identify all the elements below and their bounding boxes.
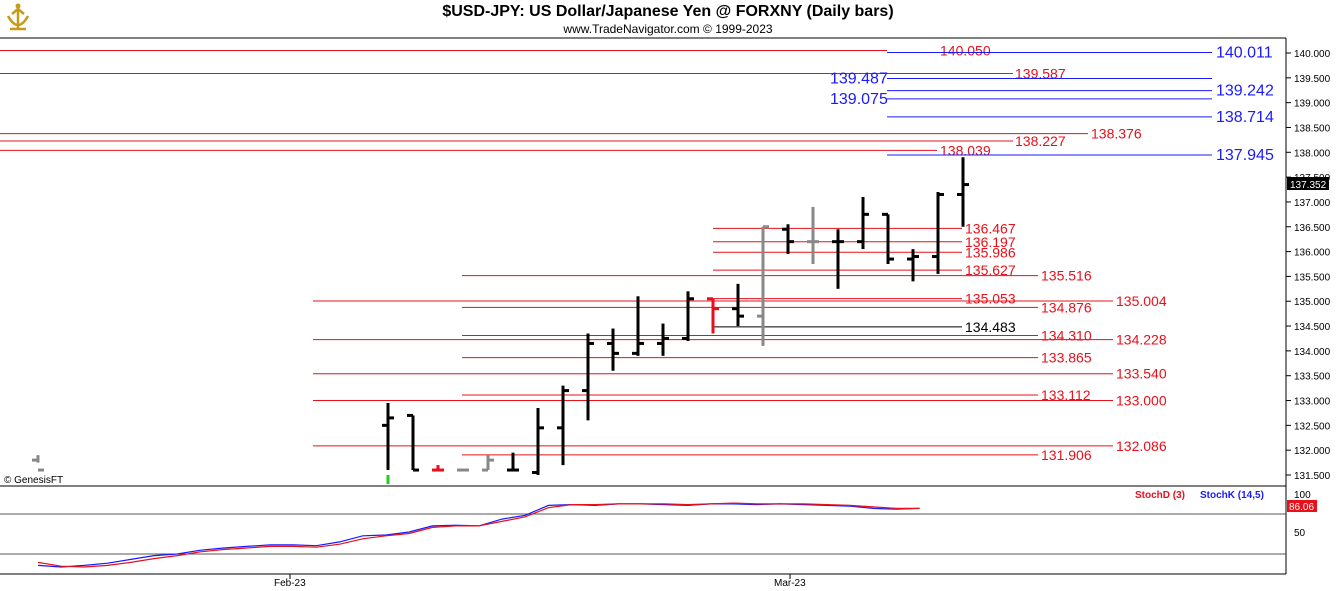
level-label: 140.050	[940, 43, 991, 59]
last-price-label: 137.352	[1290, 180, 1327, 191]
price-tick-label: 136.500	[1294, 223, 1331, 234]
price-tick-label: 133.000	[1294, 397, 1331, 408]
legend-stochk: StochK (14,5)	[1200, 490, 1264, 501]
price-tick-label: 139.000	[1294, 99, 1331, 110]
level-label: 138.714	[1216, 109, 1274, 126]
price-tick-label: 131.500	[1294, 471, 1331, 482]
legend-stochd: StochD (3)	[1135, 490, 1185, 501]
level-label: 134.228	[1116, 332, 1167, 348]
level-label: 139.487	[830, 70, 888, 87]
genesis-copyright: © GenesisFT	[4, 475, 63, 486]
stoch-last-value-label: 86.06	[1289, 502, 1314, 513]
level-label: 133.000	[1116, 393, 1167, 409]
price-tick-label: 132.000	[1294, 446, 1331, 457]
level-label: 135.627	[965, 262, 1016, 278]
price-tick-label: 134.000	[1294, 347, 1331, 358]
level-label: 139.075	[830, 91, 888, 108]
trade-navigator-logo	[2, 2, 34, 34]
price-tick-label: 137.000	[1294, 198, 1331, 209]
level-label: 136.197	[965, 234, 1016, 250]
price-tick-label: 139.500	[1294, 74, 1331, 85]
level-label: 138.039	[940, 142, 991, 158]
price-tick-label: 132.500	[1294, 421, 1331, 432]
chart-title: $USD-JPY: US Dollar/Japanese Yen @ FORXN…	[442, 3, 894, 20]
date-tick-label: Feb-23	[274, 578, 306, 589]
level-label: 135.004	[1116, 293, 1167, 309]
level-label: 133.540	[1116, 366, 1167, 382]
price-tick-label: 134.500	[1294, 322, 1331, 333]
level-label: 134.876	[1041, 299, 1092, 315]
level-label: 133.865	[1041, 350, 1092, 366]
level-label: 138.227	[1015, 133, 1066, 149]
stoch-last-value-tag	[1287, 500, 1317, 512]
level-label: 139.242	[1216, 83, 1274, 100]
price-tick-label: 136.000	[1294, 248, 1331, 259]
level-label: 140.011	[1216, 44, 1273, 61]
level-label: 133.112	[1041, 387, 1091, 403]
stoch-tick-label: 50	[1294, 528, 1306, 539]
level-label: 131.906	[1041, 447, 1092, 463]
level-label: 134.483	[965, 319, 1016, 335]
level-label: 135.053	[965, 291, 1016, 307]
level-label: 139.587	[1015, 66, 1066, 82]
level-label: 135.516	[1041, 268, 1092, 284]
stoch-line	[37, 503, 920, 568]
price-tick-label: 138.000	[1294, 148, 1331, 159]
stoch-line	[37, 502, 920, 568]
price-tick-label: 138.500	[1294, 123, 1331, 134]
stoch-tick-label: 100	[1294, 490, 1311, 501]
price-tick-label: 135.500	[1294, 272, 1331, 283]
price-tick-label: 135.000	[1294, 297, 1331, 308]
level-label: 135.986	[965, 244, 1016, 260]
level-label: 136.467	[965, 220, 1016, 236]
last-price-tag	[1287, 177, 1329, 190]
price-tick-label: 133.500	[1294, 372, 1331, 383]
level-label: 132.086	[1116, 438, 1167, 454]
price-tick-label: 140.000	[1294, 49, 1331, 60]
chart-subtitle: www.TradeNavigator.com © 1999-2023	[563, 22, 773, 36]
level-label: 138.376	[1091, 126, 1142, 142]
level-label: 137.945	[1216, 147, 1274, 164]
date-tick-label: Mar-23	[774, 578, 806, 589]
level-label: 134.310	[1041, 327, 1092, 343]
